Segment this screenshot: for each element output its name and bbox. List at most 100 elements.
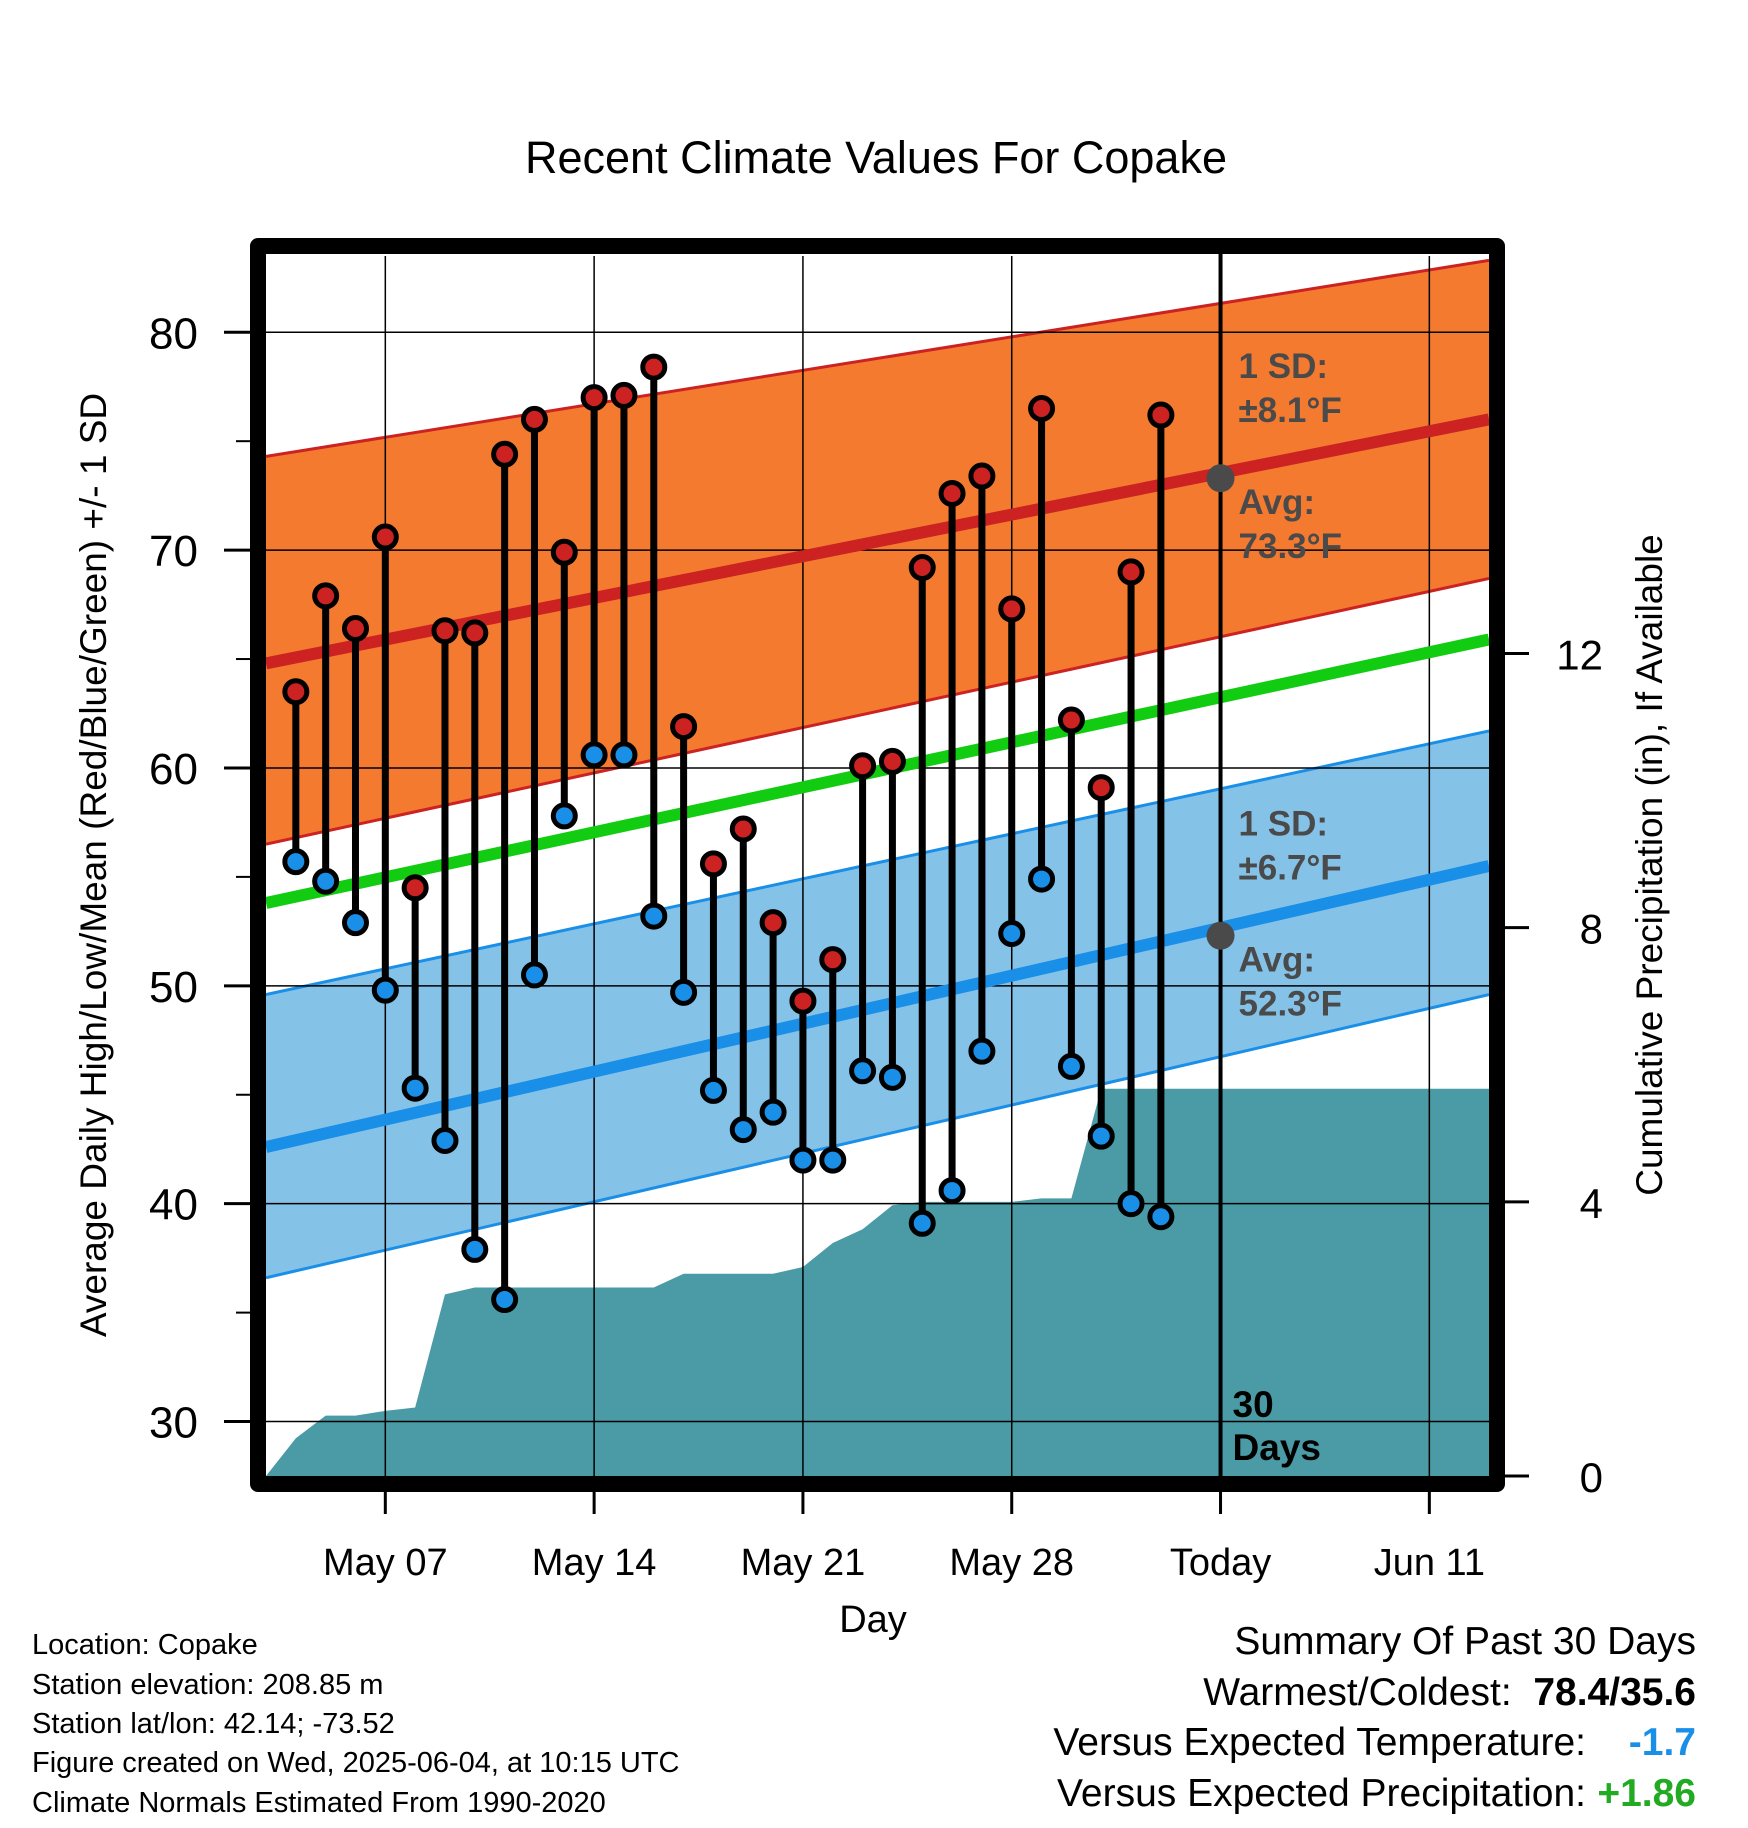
summary-title: Summary Of Past 30 Days (1234, 1620, 1696, 1663)
chart-title: Recent Climate Values For Copake (525, 132, 1227, 183)
high-point (371, 523, 399, 551)
warmest-coldest-value: 78.4/35.6 (1533, 1671, 1696, 1714)
y2-tick-label: 4 (1580, 1180, 1603, 1227)
info-latlon: Station lat/lon: 42.14; -73.52 (32, 1708, 395, 1740)
today-avg-value: 52.3°F (1239, 985, 1343, 1024)
high-point (431, 617, 459, 645)
low-point (819, 1146, 847, 1174)
high-point (1087, 774, 1115, 802)
low-point (699, 1076, 727, 1104)
high-point (461, 619, 489, 647)
precipitation-departure-value: +1.86 (1597, 1772, 1696, 1815)
low-point (1147, 1203, 1175, 1231)
low-point (1087, 1122, 1115, 1150)
high-point (520, 405, 548, 433)
high-point (1117, 558, 1145, 586)
high-point (938, 479, 966, 507)
high-point (699, 850, 727, 878)
high-sd-band-lower-edge (266, 576, 1489, 846)
high-point (908, 554, 936, 582)
high-point (610, 381, 638, 409)
x-tick-label: May 21 (741, 1542, 866, 1584)
high-point (759, 909, 787, 937)
days-count-label: 30 (1233, 1384, 1274, 1425)
low-point (640, 902, 668, 930)
high-point (968, 462, 996, 490)
low-point (789, 1146, 817, 1174)
low-point (878, 1063, 906, 1091)
high-point (1057, 706, 1085, 734)
mean-avg-line (266, 633, 1489, 909)
low-point (610, 741, 638, 769)
plot-frame (250, 238, 1505, 1492)
low-point (431, 1127, 459, 1154)
y-tick-label: 70 (149, 527, 198, 576)
y2-tick-label: 8 (1580, 906, 1603, 953)
low-avg-line (266, 860, 1489, 1153)
high-point (1147, 401, 1175, 429)
low-point (1028, 865, 1056, 893)
y-tick-label: 80 (149, 309, 198, 358)
high-point (729, 815, 757, 843)
y-axis-label: Average Daily High/Low/Mean (Red/Blue/Gr… (73, 393, 114, 1337)
x-tick-label: Jun 11 (1374, 1542, 1485, 1584)
high-point (998, 595, 1026, 623)
today-sd-value: ±6.7°F (1239, 849, 1342, 888)
low-point (371, 976, 399, 1004)
high-sd-band (266, 260, 1489, 845)
x-tick-label: May 28 (949, 1542, 1074, 1584)
precip-area (266, 1088, 1489, 1476)
today-sd-label: 1 SD: (1239, 805, 1328, 844)
high-point (670, 713, 698, 741)
low-point (461, 1235, 489, 1263)
high-point (849, 752, 877, 780)
low-point (759, 1098, 787, 1126)
low-point (1117, 1190, 1145, 1218)
info-created: Figure created on Wed, 2025-06-04, at 10… (32, 1747, 680, 1779)
temperature-departure-value: -1.7 (1628, 1721, 1696, 1764)
y2-axis-label: Cumulative Precipitation (in), If Availa… (1629, 534, 1670, 1196)
summary-warmest-coldest: Warmest/Coldest: 78.4/35.6 (1203, 1671, 1696, 1714)
info-elevation: Station elevation: 208.85 m (32, 1669, 384, 1701)
low-point (341, 909, 369, 937)
x-tick-label: May 07 (323, 1542, 448, 1584)
y-tick-label: 60 (149, 745, 198, 794)
low-point (1057, 1052, 1085, 1080)
today-avg-label: Avg: (1239, 483, 1315, 522)
low-point (312, 867, 340, 895)
high-point (550, 538, 578, 566)
low-point (908, 1209, 936, 1237)
today-sd-value: ±8.1°F (1239, 391, 1342, 430)
today-avg-label: Avg: (1239, 941, 1315, 980)
summary-temperature: Versus Expected Temperature: -1.7 (1053, 1721, 1696, 1764)
high-point (640, 353, 668, 381)
today-normal-marker (1206, 921, 1235, 950)
summary-precipitation: Versus Expected Precipitation: +1.86 (1057, 1772, 1696, 1815)
info-normals: Climate Normals Estimated From 1990-2020 (32, 1787, 606, 1819)
high-point (878, 747, 906, 775)
today-normal-marker (1206, 464, 1235, 493)
low-point (998, 920, 1026, 948)
high-point (341, 615, 369, 643)
high-point (312, 582, 340, 610)
low-sd-band-lower-edge (266, 993, 1489, 1280)
x-tick-label: May 14 (532, 1542, 657, 1584)
low-point (670, 978, 698, 1006)
x-axis-label: Day (839, 1599, 907, 1641)
low-point (580, 741, 608, 769)
low-point (550, 802, 578, 830)
low-point (729, 1116, 757, 1144)
y-tick-label: 30 (149, 1399, 198, 1448)
high-point (282, 678, 310, 706)
x-tick-label: Today (1170, 1542, 1271, 1584)
high-point (401, 874, 429, 902)
low-point (849, 1057, 877, 1085)
today-sd-label: 1 SD: (1239, 347, 1328, 386)
low-point (968, 1037, 996, 1065)
y2-tick-label: 0 (1580, 1454, 1603, 1501)
today-avg-value: 73.3°F (1239, 527, 1343, 566)
high-point (789, 987, 817, 1015)
high-point (819, 946, 847, 974)
info-location: Location: Copake (32, 1629, 258, 1661)
